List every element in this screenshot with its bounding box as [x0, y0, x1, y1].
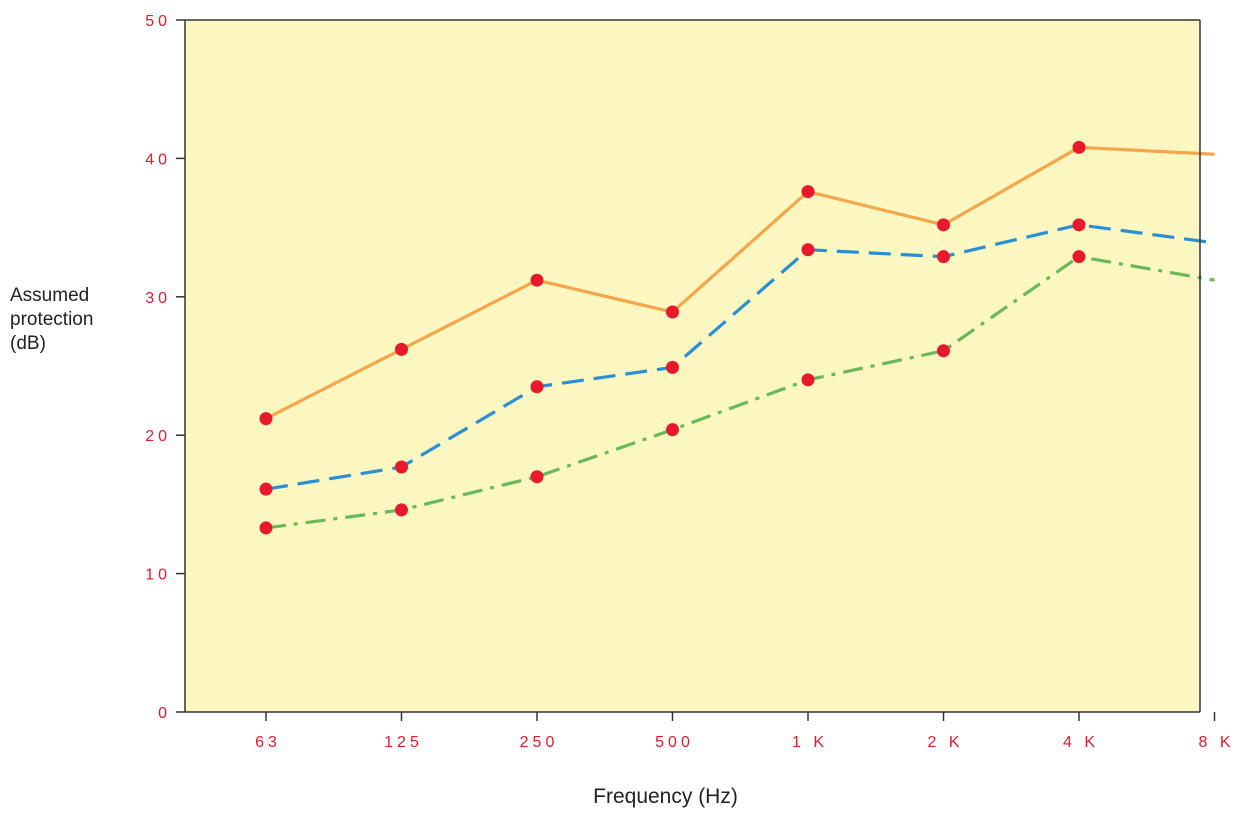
data-point-s1-4	[666, 305, 679, 319]
marker-layer	[259, 140, 1086, 535]
series-line-3	[265, 255, 1215, 530]
y-tick-label: 50	[145, 13, 171, 30]
x-tick-label: 250	[520, 734, 559, 751]
series-line-2	[265, 223, 1215, 491]
data-point-s2-6	[937, 250, 950, 264]
data-point-s1-5	[801, 185, 815, 199]
data-point-s3-4	[666, 423, 679, 437]
data-point-s1-2	[395, 342, 408, 356]
data-point-s1-6	[937, 218, 950, 232]
series-layer	[265, 145, 1215, 530]
y-tick-label: 40	[145, 151, 171, 168]
data-point-s1-7	[1072, 140, 1086, 154]
data-point-s3-5	[801, 373, 815, 387]
x-tick-label: 4 K	[1063, 734, 1099, 751]
data-point-s1-1	[259, 412, 273, 426]
axis-layer: 0 10 20 30 40 50 63 125 250 500 1 K 2 K 4 K 8 K	[145, 13, 1233, 751]
x-tick-label: 500	[655, 734, 694, 751]
y-axis-label: Assumed protection (dB)	[10, 284, 93, 356]
y-axis-label-line-3: (dB)	[10, 333, 46, 354]
y-tick-label: 10	[145, 567, 171, 584]
plot-area	[185, 20, 1200, 712]
x-tick-label: 1 K	[792, 734, 828, 751]
data-point-s3-2	[395, 503, 408, 517]
x-axis-label: Frequency (Hz)	[593, 785, 738, 808]
data-point-s2-7	[1072, 218, 1086, 232]
series-line-1	[265, 145, 1215, 421]
y-axis-label-line-1: Assumed	[10, 285, 90, 306]
y-tick-label: 30	[145, 290, 171, 307]
data-point-s2-3	[530, 380, 544, 394]
y-tick-label: 20	[145, 428, 171, 445]
data-point-s2-1	[259, 482, 273, 496]
x-tick-label: 8 K	[1198, 734, 1233, 751]
y-axis-label-line-2: protection	[10, 309, 94, 330]
x-tick-label: 2 K	[927, 734, 963, 751]
data-point-s2-4	[666, 360, 679, 374]
x-tick-label: 63	[255, 734, 281, 751]
data-point-s3-1	[259, 521, 273, 535]
y-tick-label: 0	[158, 705, 171, 722]
data-point-s3-7	[1072, 250, 1086, 264]
data-point-s1-3	[530, 273, 544, 287]
data-point-s3-6	[937, 344, 950, 358]
data-point-s2-2	[395, 460, 408, 474]
x-tick-label: 125	[384, 734, 423, 751]
data-point-s3-3	[530, 470, 544, 484]
data-point-s2-5	[801, 243, 815, 257]
